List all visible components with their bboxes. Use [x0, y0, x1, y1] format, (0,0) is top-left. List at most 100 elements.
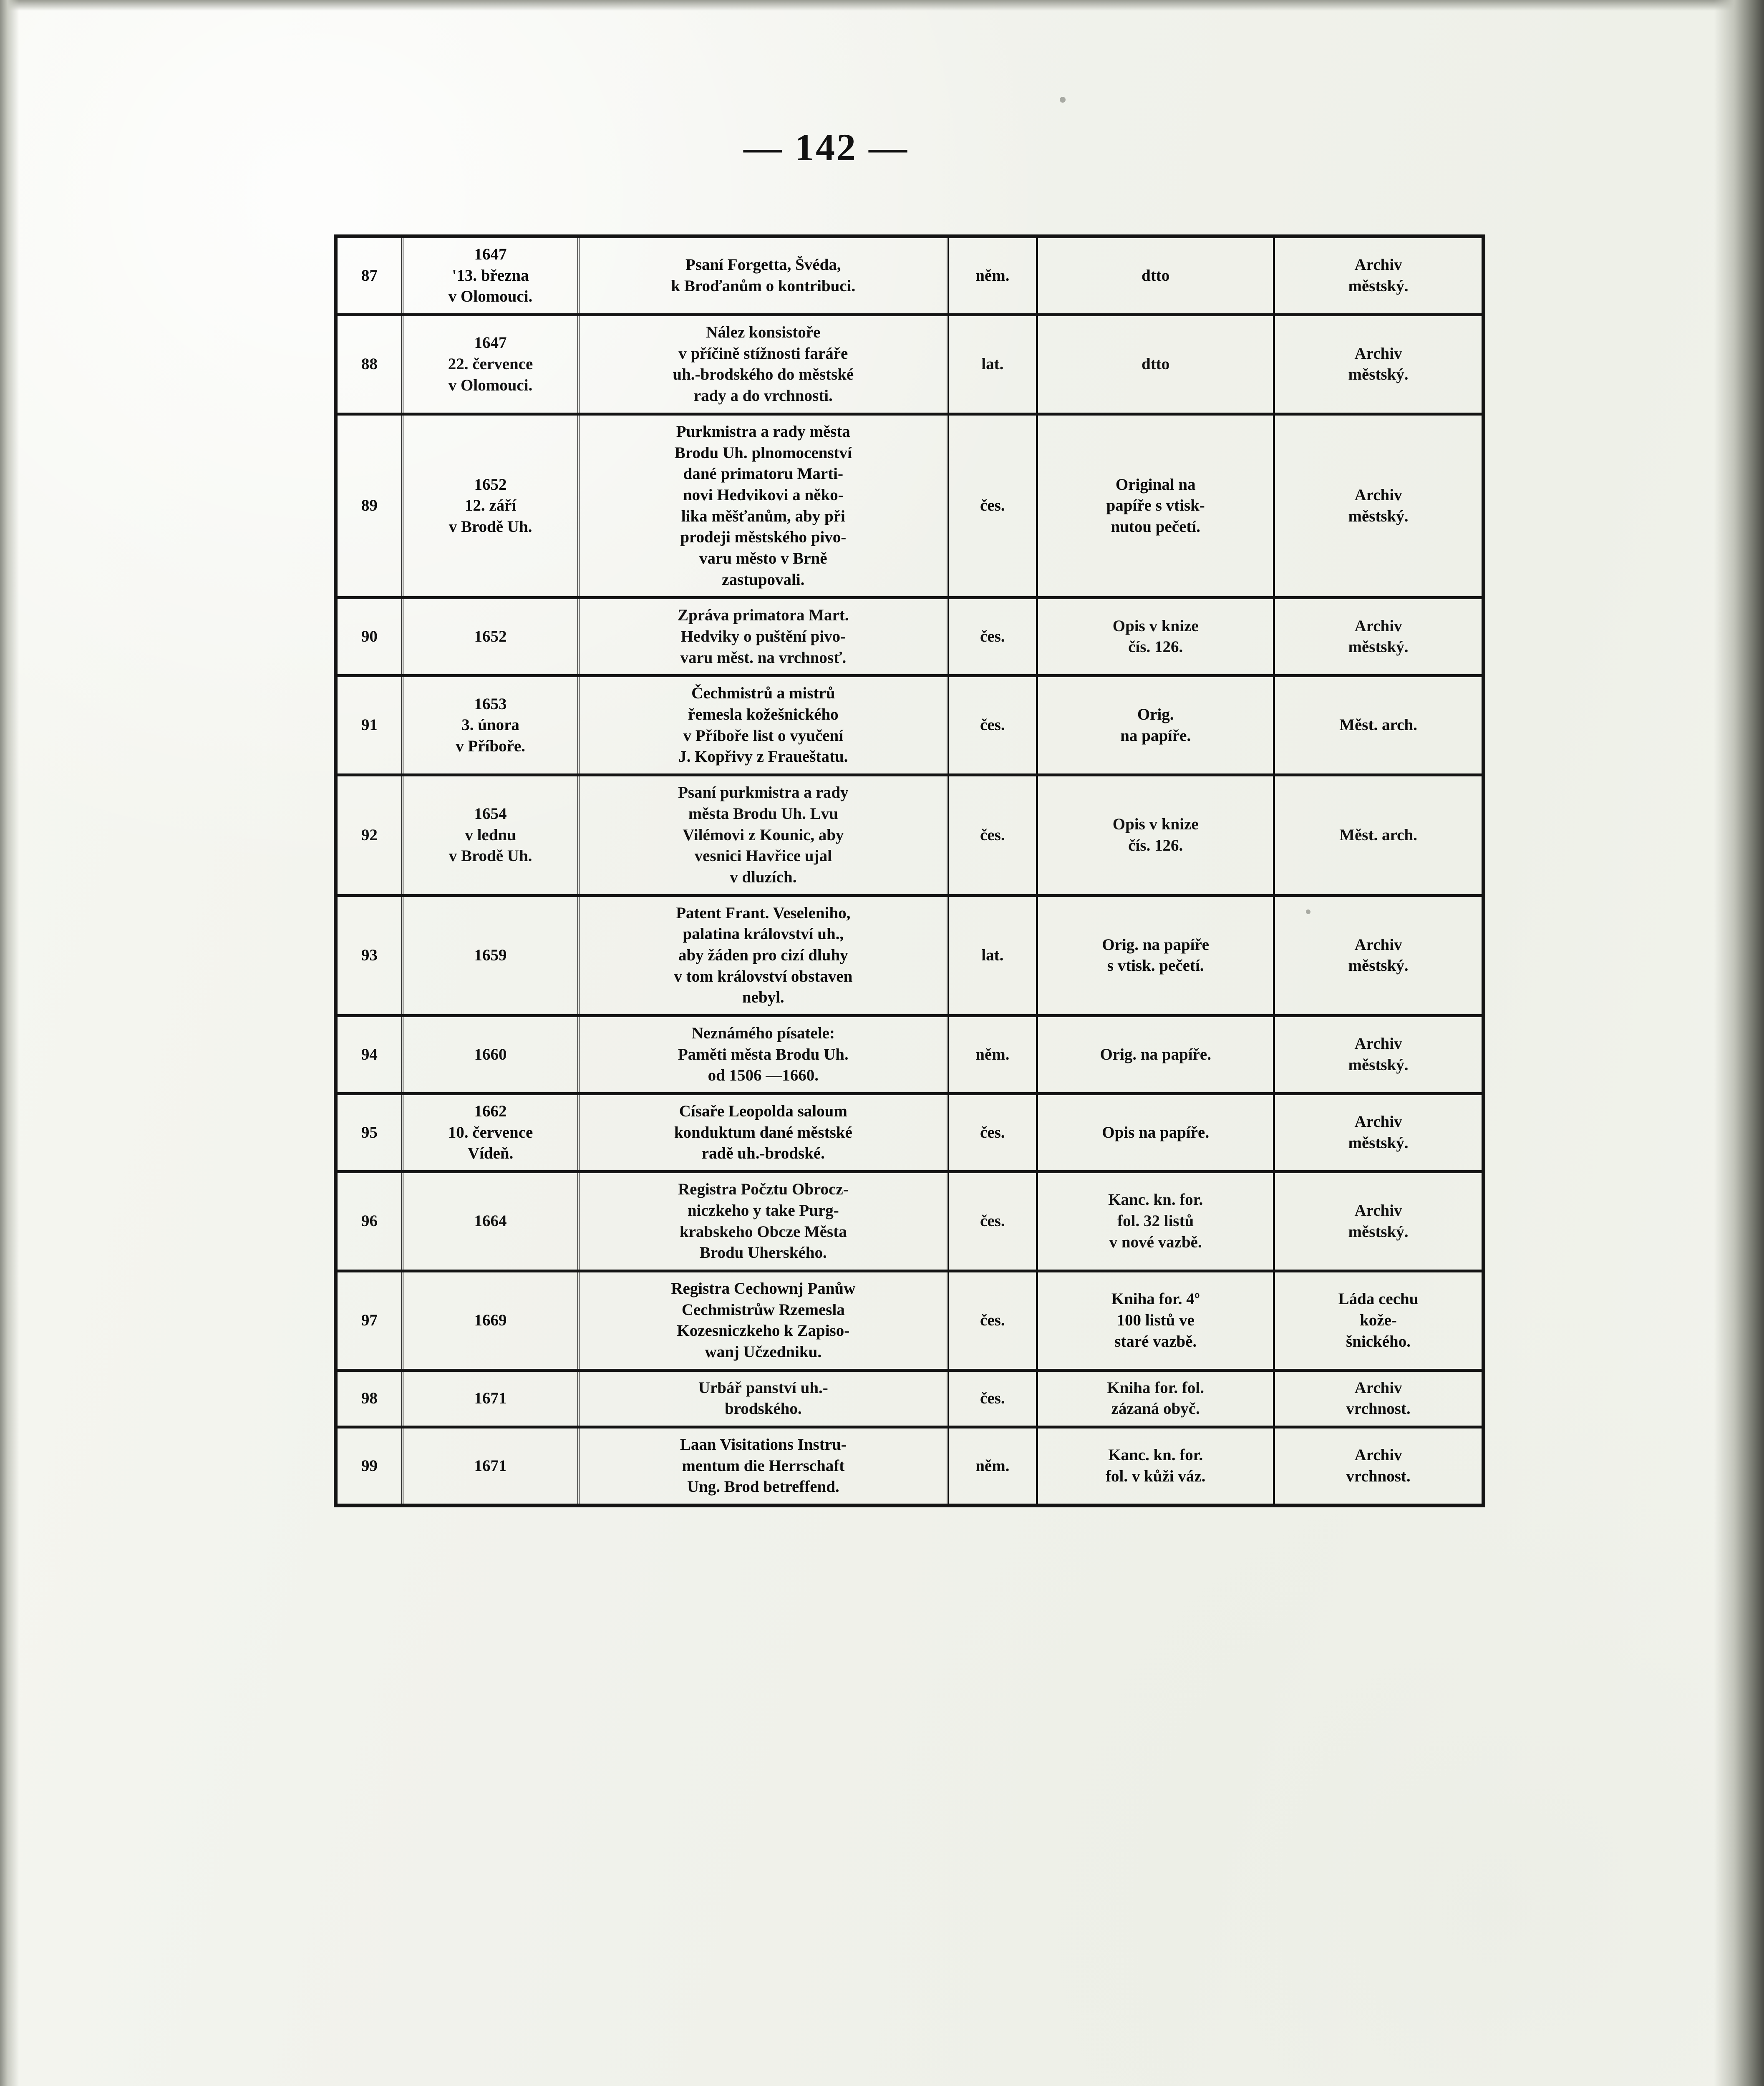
scan-edge-right	[1714, 0, 1764, 2086]
row-language-cell: lat.	[947, 894, 1038, 1018]
row-location-cell: Archiv městský.	[1273, 234, 1484, 317]
row-number-cell: 88	[335, 313, 403, 416]
row-location-cell: Láda cechu kože- šnického.	[1273, 1269, 1484, 1372]
table-row: 97 1669 Registra Cechownj Panůw Cechmist…	[335, 1269, 1484, 1372]
row-language-cell: čes.	[947, 674, 1038, 777]
table-row: 94 1660 Neznámého písatele: Paměti města…	[335, 1014, 1484, 1096]
row-description-cell: Psaní Forgetta, Švéda, k Broďanům o kont…	[577, 234, 949, 317]
row-location-cell: Archiv městský.	[1273, 894, 1484, 1018]
row-form-cell: Kniha for. 4º 100 listů ve staré vazbě.	[1036, 1269, 1275, 1372]
table-row: 95 1662 10. července Vídeň. Císaře Leopo…	[335, 1092, 1484, 1174]
row-description-cell: Císaře Leopolda saloum konduktum dané mě…	[577, 1092, 949, 1174]
row-number-cell: 87	[335, 234, 403, 317]
row-location-cell: Archiv vrchnost.	[1273, 1425, 1484, 1507]
row-description-cell: Urbář panství uh.- brodského.	[577, 1368, 949, 1429]
archive-register-table-container: 87 1647 '13. března v Olomouci. Psaní Fo…	[334, 234, 1485, 1508]
row-date-place-cell: 1659	[401, 894, 580, 1018]
row-location-cell: Měst. arch.	[1273, 773, 1484, 897]
row-location-cell: Archiv vrchnost.	[1273, 1368, 1484, 1429]
table-row: 92 1654 v lednu v Brodě Uh. Psaní purkmi…	[335, 773, 1484, 897]
row-location-cell: Archiv městský.	[1273, 313, 1484, 416]
row-form-cell: dtto	[1036, 234, 1275, 317]
row-form-cell: Orig. na papíře s vtisk. pečetí.	[1036, 894, 1275, 1018]
row-date-place-cell: 1660	[401, 1014, 580, 1096]
row-number-cell: 99	[335, 1425, 403, 1507]
archive-register-table: 87 1647 '13. března v Olomouci. Psaní Fo…	[334, 234, 1485, 1508]
row-form-cell: Kanc. kn. for. fol. v kůži váz.	[1036, 1425, 1275, 1507]
table-row: 90 1652 Zpráva primatora Mart. Hedviky o…	[335, 596, 1484, 678]
scan-edge-top	[0, 0, 1764, 11]
row-description-cell: Zpráva primatora Mart. Hedviky o puštění…	[577, 596, 949, 678]
row-description-cell: Neznámého písatele: Paměti města Brodu U…	[577, 1014, 949, 1096]
row-location-cell: Archiv městský.	[1273, 1092, 1484, 1174]
row-number-cell: 97	[335, 1269, 403, 1372]
table-row: 91 1653 3. února v Příboře. Čechmistrů a…	[335, 674, 1484, 777]
table-row: 96 1664 Registra Počztu Obrocz- niczkeho…	[335, 1170, 1484, 1272]
row-number-cell: 92	[335, 773, 403, 897]
row-location-cell: Měst. arch.	[1273, 674, 1484, 777]
row-date-place-cell: 1647 22. července v Olomouci.	[401, 313, 580, 416]
row-date-place-cell: 1653 3. února v Příboře.	[401, 674, 580, 777]
row-form-cell: Orig. na papíře.	[1036, 674, 1275, 777]
page-number: — 142 —	[743, 126, 909, 169]
row-location-cell: Archiv městský.	[1273, 412, 1484, 600]
row-date-place-cell: 1671	[401, 1425, 580, 1507]
table-row: 89 1652 12. září v Brodě Uh. Purkmistra …	[335, 412, 1484, 600]
row-date-place-cell: 1647 '13. března v Olomouci.	[401, 234, 580, 317]
row-date-place-cell: 1654 v lednu v Brodě Uh.	[401, 773, 580, 897]
table-row: 99 1671 Laan Visitations Instru- mentum …	[335, 1425, 1484, 1507]
table-row: 93 1659 Patent Frant. Veseleniho, palati…	[335, 894, 1484, 1018]
row-description-cell: Laan Visitations Instru- mentum die Herr…	[577, 1425, 949, 1507]
row-number-cell: 96	[335, 1170, 403, 1272]
row-description-cell: Nález konsistoře v příčině stížnosti far…	[577, 313, 949, 416]
scan-edge-left	[0, 0, 19, 2086]
row-location-cell: Archiv městský.	[1273, 1170, 1484, 1272]
table-row: 88 1647 22. července v Olomouci. Nález k…	[335, 313, 1484, 416]
row-language-cell: něm.	[947, 234, 1038, 317]
row-form-cell: Kanc. kn. for. fol. 32 listů v nové vazb…	[1036, 1170, 1275, 1272]
row-location-cell: Archiv městský.	[1273, 1014, 1484, 1096]
row-description-cell: Registra Cechownj Panůw Cechmistrůw Rzem…	[577, 1269, 949, 1372]
row-date-place-cell: 1662 10. července Vídeň.	[401, 1092, 580, 1174]
row-language-cell: čes.	[947, 412, 1038, 600]
row-language-cell: čes.	[947, 773, 1038, 897]
row-language-cell: čes.	[947, 596, 1038, 678]
row-form-cell: Opis v knize čís. 126.	[1036, 596, 1275, 678]
table-row: 87 1647 '13. března v Olomouci. Psaní Fo…	[335, 234, 1484, 317]
table-body: 87 1647 '13. března v Olomouci. Psaní Fo…	[335, 234, 1484, 1507]
row-language-cell: něm.	[947, 1014, 1038, 1096]
row-language-cell: čes.	[947, 1269, 1038, 1372]
row-number-cell: 91	[335, 674, 403, 777]
row-location-cell: Archiv městský.	[1273, 596, 1484, 678]
row-date-place-cell: 1664	[401, 1170, 580, 1272]
row-form-cell: dtto	[1036, 313, 1275, 416]
row-form-cell: Original na papíře s vtisk- nutou pečetí…	[1036, 412, 1275, 600]
row-description-cell: Registra Počztu Obrocz- niczkeho y take …	[577, 1170, 949, 1272]
row-form-cell: Kniha for. fol. zázaná obyč.	[1036, 1368, 1275, 1429]
row-date-place-cell: 1671	[401, 1368, 580, 1429]
row-language-cell: čes.	[947, 1092, 1038, 1174]
row-number-cell: 95	[335, 1092, 403, 1174]
row-description-cell: Patent Frant. Veseleniho, palatina králo…	[577, 894, 949, 1018]
row-description-cell: Purkmistra a rady města Brodu Uh. plnomo…	[577, 412, 949, 600]
row-description-cell: Čechmistrů a mistrů řemesla kožešnického…	[577, 674, 949, 777]
row-number-cell: 98	[335, 1368, 403, 1429]
row-date-place-cell: 1652	[401, 596, 580, 678]
row-description-cell: Psaní purkmistra a rady města Brodu Uh. …	[577, 773, 949, 897]
scan-speck	[1060, 97, 1066, 103]
table-row: 98 1671 Urbář panství uh.- brodského. če…	[335, 1368, 1484, 1429]
row-number-cell: 94	[335, 1014, 403, 1096]
row-date-place-cell: 1669	[401, 1269, 580, 1372]
row-language-cell: čes.	[947, 1368, 1038, 1429]
row-language-cell: lat.	[947, 313, 1038, 416]
row-form-cell: Opis na papíře.	[1036, 1092, 1275, 1174]
row-form-cell: Opis v knize čís. 126.	[1036, 773, 1275, 897]
row-language-cell: něm.	[947, 1425, 1038, 1507]
row-date-place-cell: 1652 12. září v Brodě Uh.	[401, 412, 580, 600]
row-number-cell: 90	[335, 596, 403, 678]
row-language-cell: čes.	[947, 1170, 1038, 1272]
row-number-cell: 89	[335, 412, 403, 600]
row-form-cell: Orig. na papíře.	[1036, 1014, 1275, 1096]
row-number-cell: 93	[335, 894, 403, 1018]
